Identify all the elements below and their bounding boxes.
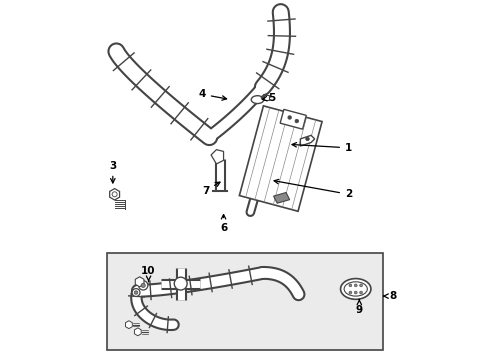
Circle shape — [360, 291, 363, 294]
Circle shape — [134, 291, 138, 294]
Text: 6: 6 — [220, 215, 227, 233]
Text: 10: 10 — [141, 266, 156, 282]
Polygon shape — [273, 193, 290, 203]
Circle shape — [349, 284, 352, 287]
Ellipse shape — [344, 282, 368, 296]
Bar — [107, 253, 383, 350]
Circle shape — [141, 283, 145, 288]
Ellipse shape — [341, 279, 371, 299]
Circle shape — [174, 277, 187, 290]
Circle shape — [288, 116, 292, 119]
Text: 3: 3 — [109, 161, 117, 183]
Bar — [264, 95, 270, 100]
Circle shape — [112, 192, 117, 197]
Polygon shape — [211, 150, 223, 164]
Circle shape — [306, 137, 309, 141]
Text: 1: 1 — [292, 143, 352, 153]
Circle shape — [295, 119, 298, 123]
Circle shape — [139, 281, 148, 290]
Polygon shape — [240, 106, 322, 211]
Circle shape — [354, 284, 357, 287]
Text: 8: 8 — [384, 291, 397, 301]
Circle shape — [349, 291, 352, 294]
Text: 4: 4 — [198, 89, 226, 100]
Text: 9: 9 — [356, 300, 363, 315]
Polygon shape — [280, 109, 306, 129]
Ellipse shape — [251, 96, 264, 104]
Text: 5: 5 — [262, 93, 275, 103]
Circle shape — [132, 289, 140, 296]
Text: 2: 2 — [274, 179, 352, 199]
Circle shape — [354, 291, 357, 294]
Text: 7: 7 — [202, 182, 220, 196]
Polygon shape — [300, 135, 315, 146]
Circle shape — [360, 284, 363, 287]
